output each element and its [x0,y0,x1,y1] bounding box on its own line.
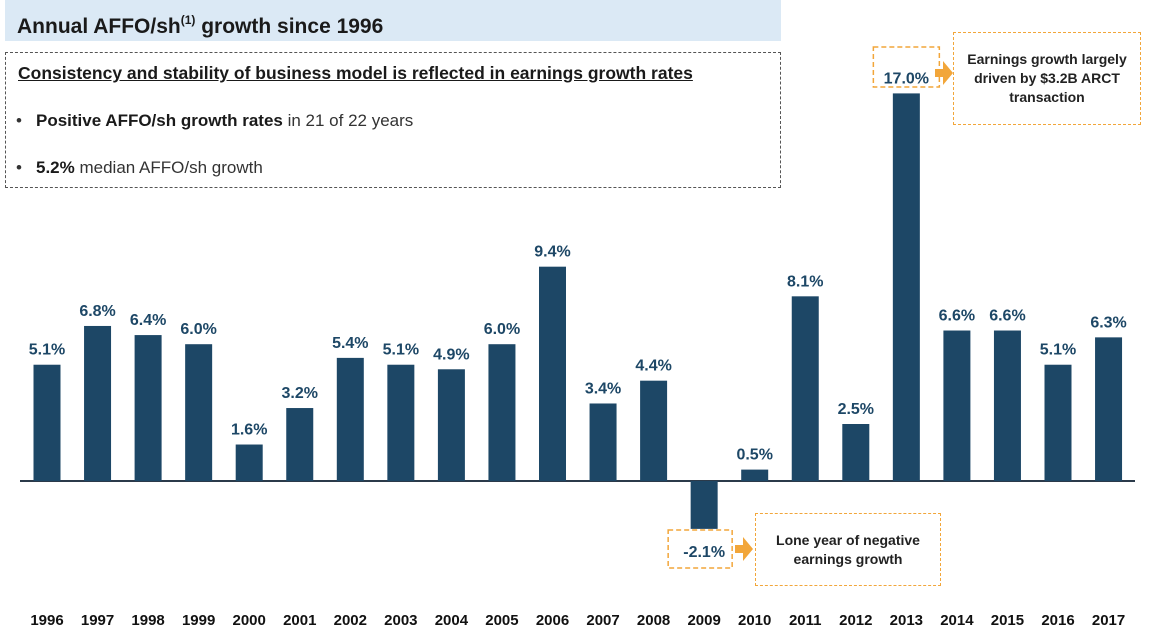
label-box-2013 [872,46,941,88]
bullet-dot: • [16,111,22,130]
data-label-1997: 6.8% [79,303,115,320]
x-tick-label-1998: 1998 [131,612,164,629]
title-main: Annual AFFO/sh [17,15,181,38]
bar-1999 [185,344,213,481]
data-label-2012: 2.5% [838,401,874,418]
data-label-2011: 8.1% [787,273,823,290]
x-tick-label-2007: 2007 [586,612,619,629]
data-label-2003: 5.1% [383,342,419,359]
x-tick-label-2017: 2017 [1092,612,1125,629]
arrow-2013 [935,61,953,85]
x-tick-label-2005: 2005 [485,612,518,629]
data-label-2013: 17.0% [884,70,929,87]
bar-2012 [842,424,870,481]
data-label-1998: 6.4% [130,312,166,329]
data-label-2004: 4.9% [433,346,469,363]
arrow-2009 [735,537,753,561]
info-heading: Consistency and stability of business mo… [18,63,693,83]
data-label-2008: 4.4% [635,358,671,375]
callout-2009: Lone year of negative earnings growth [755,513,941,586]
bullet-median-growth: • 5.2% median AFFO/sh growth [16,158,263,178]
bullet-bold: 5.2% [36,158,75,177]
x-tick-label-2006: 2006 [536,612,569,629]
bullet-text: in 21 of 22 years [282,111,414,130]
title-tail: growth since 1996 [195,15,384,38]
data-label-2017: 6.3% [1090,314,1126,331]
bar-2014 [943,330,971,481]
bar-2003 [387,364,415,481]
callout-2013: Earnings growth largely driven by $3.2B … [953,32,1141,125]
bar-2001 [286,408,314,481]
x-tick-label-1996: 1996 [30,612,63,629]
bar-2009 [690,481,718,529]
info-box: Consistency and stability of business mo… [5,52,781,188]
bar-2004 [437,369,465,481]
bar-2011 [791,296,819,481]
data-label-1996: 5.1% [29,342,65,359]
data-label-2009: -2.1% [683,544,725,561]
bar-2006 [539,266,566,481]
data-label-2015: 6.6% [989,308,1025,325]
x-tick-label-2003: 2003 [384,612,417,629]
bar-2017 [1095,337,1123,481]
bar-1996 [33,364,61,481]
bar-2002 [336,357,364,481]
chart-title: Annual AFFO/sh(1) growth since 1996 [5,0,781,41]
bullet-dot: • [16,158,22,177]
bar-2015 [993,330,1021,481]
bar-2008 [640,380,668,481]
x-tick-label-2009: 2009 [687,612,720,629]
bar-1997 [84,325,112,481]
title-footnote: (1) [180,13,196,27]
data-label-2016: 5.1% [1040,342,1076,359]
x-tick-label-2011: 2011 [789,612,822,629]
label-box-2009 [667,529,733,569]
data-label-2014: 6.6% [939,308,975,325]
data-label-2000: 1.6% [231,422,267,439]
data-label-1999: 6.0% [180,321,216,338]
callout-2013-text: Earnings growth largely driven by $3.2B … [967,51,1127,105]
data-label-2002: 5.4% [332,335,368,352]
x-tick-label-2014: 2014 [940,612,974,629]
data-label-2005: 6.0% [484,321,520,338]
x-tick-label-2001: 2001 [283,612,316,629]
bullet-positive-years: • Positive AFFO/sh growth rates in 21 of … [16,111,413,131]
bar-2005 [488,344,516,481]
x-tick-label-2016: 2016 [1041,612,1074,629]
x-tick-label-2002: 2002 [334,612,367,629]
data-label-2001: 3.2% [282,385,318,402]
x-tick-label-2015: 2015 [991,612,1024,629]
bar-1998 [134,335,162,481]
x-tick-label-1997: 1997 [81,612,114,629]
data-label-2010: 0.5% [736,447,772,464]
bullet-text: median AFFO/sh growth [74,158,263,177]
x-tick-label-2010: 2010 [738,612,771,629]
x-tick-label-2000: 2000 [233,612,266,629]
bar-2016 [1044,364,1072,481]
bar-2013 [892,93,920,482]
data-label-2007: 3.4% [585,380,621,397]
x-tick-label-2013: 2013 [890,612,923,629]
x-tick-label-2012: 2012 [839,612,872,629]
data-label-2006: 9.4% [534,244,570,261]
bar-2010 [741,469,769,481]
bullet-bold: Positive AFFO/sh growth rates [36,111,283,130]
bar-2007 [589,403,617,481]
callout-2009-text: Lone year of negative earnings growth [776,531,920,567]
bar-2000 [235,444,263,481]
x-tick-label-2008: 2008 [637,612,670,629]
x-tick-label-2004: 2004 [435,612,469,629]
x-tick-label-1999: 1999 [182,612,215,629]
